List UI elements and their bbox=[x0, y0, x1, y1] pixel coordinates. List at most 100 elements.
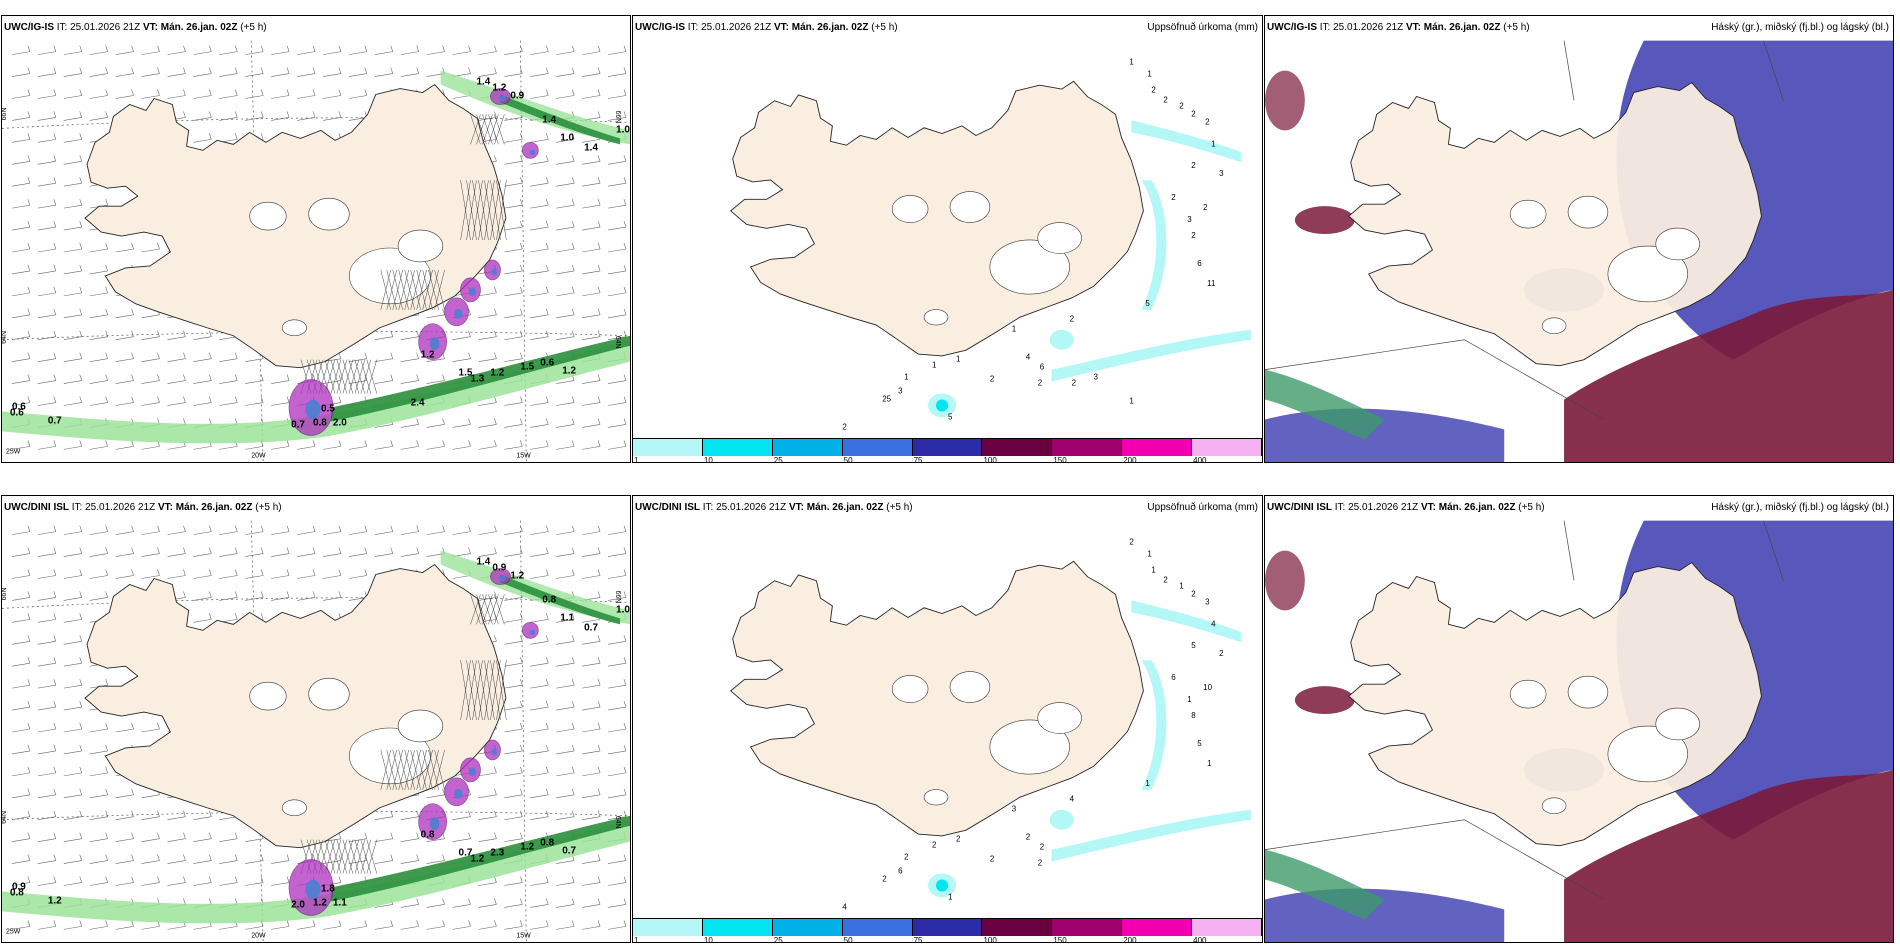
wind-barb bbox=[167, 547, 186, 557]
contour-labels: 1.40.91.20.81.01.10.70.81.80.91.20.82.0 1… bbox=[10, 557, 630, 911]
wind-barb bbox=[63, 199, 83, 209]
wind-barb bbox=[426, 418, 445, 428]
glacier bbox=[949, 191, 991, 223]
wind-barb bbox=[608, 396, 627, 406]
wind-barb bbox=[193, 396, 212, 406]
wind-barb bbox=[11, 199, 31, 209]
wind-barb bbox=[141, 89, 160, 99]
glacier bbox=[989, 719, 1070, 775]
glacier bbox=[891, 195, 929, 223]
legend-swatch bbox=[1052, 919, 1123, 936]
legend-tick: 200 bbox=[1123, 456, 1137, 463]
panel-header: UWC/DINI ISL IT: 25.01.2026 21Z VT: Mán.… bbox=[635, 502, 1258, 516]
wind-barb bbox=[452, 832, 471, 842]
mid-cloud-area bbox=[1564, 289, 1893, 462]
wind-barb bbox=[608, 635, 627, 645]
contour-label: 1.0 bbox=[616, 604, 630, 615]
contour-label: 0.9 bbox=[510, 90, 524, 101]
cloud-map bbox=[1265, 40, 1893, 462]
wind-barb bbox=[530, 199, 549, 209]
wind-barb bbox=[608, 264, 627, 275]
wind-barb bbox=[556, 679, 575, 689]
wind-barb bbox=[37, 111, 57, 121]
wind-barb bbox=[63, 352, 83, 362]
legend-tick: 100 bbox=[983, 936, 997, 943]
wind-barb bbox=[608, 199, 627, 209]
wind-barb bbox=[11, 221, 31, 231]
wind-barb bbox=[582, 701, 601, 711]
hatch-area bbox=[470, 594, 505, 625]
wind-barb bbox=[37, 199, 57, 209]
mid-cloud-area bbox=[1294, 686, 1355, 715]
wind-barb bbox=[348, 525, 368, 535]
wind-barb bbox=[63, 286, 83, 297]
wind-barb bbox=[115, 440, 134, 450]
wind-barb bbox=[11, 67, 31, 77]
wind-barb bbox=[219, 832, 238, 842]
lon-label: 15W bbox=[516, 932, 531, 939]
precip-label: 2 bbox=[904, 853, 909, 862]
wind-barb bbox=[582, 920, 601, 930]
contour-label: 0.8 bbox=[542, 594, 556, 605]
wind-barb bbox=[608, 876, 627, 886]
longitude-line bbox=[250, 40, 264, 462]
wind-barb bbox=[271, 547, 290, 557]
wind-barb bbox=[63, 45, 83, 55]
precip-legend: 1 10 25 50 75 100 150 200 400 bbox=[633, 918, 1262, 942]
wind-barb bbox=[37, 920, 57, 930]
wind-barb bbox=[37, 591, 57, 601]
wind-barb bbox=[556, 876, 575, 886]
wind-barb bbox=[374, 45, 394, 55]
legend-tick: 150 bbox=[1053, 936, 1067, 943]
contour-label: 1.2 bbox=[421, 350, 435, 361]
contour-label: 1.2 bbox=[562, 366, 576, 377]
wind-barb bbox=[115, 832, 134, 842]
wind-barb bbox=[63, 657, 83, 667]
wind-barb bbox=[115, 569, 134, 579]
legend-swatch bbox=[912, 919, 983, 936]
wind-barb bbox=[271, 89, 290, 99]
wind-barb bbox=[348, 67, 368, 77]
wind-barb bbox=[115, 89, 134, 99]
contour-label: 1.0 bbox=[560, 132, 574, 143]
wind-barb bbox=[11, 744, 31, 755]
wind-barb bbox=[478, 766, 497, 777]
precip-core bbox=[498, 95, 506, 102]
wind-barb bbox=[322, 440, 342, 450]
wind-barb bbox=[141, 722, 160, 733]
wind-barb bbox=[193, 352, 212, 362]
wind-barb bbox=[608, 45, 627, 55]
wind-barb bbox=[582, 221, 601, 231]
contour-label: 0.7 bbox=[584, 622, 598, 633]
precip-core bbox=[454, 308, 463, 319]
precip-label: 2 bbox=[1026, 833, 1031, 842]
wind-barb bbox=[504, 45, 523, 55]
wind-barb bbox=[556, 722, 575, 733]
precip-label: 3 bbox=[1205, 597, 1210, 606]
wind-barb bbox=[426, 920, 445, 930]
legend-tick: 75 bbox=[913, 456, 923, 463]
mid-cloud-area bbox=[1265, 550, 1305, 611]
wind-barb bbox=[115, 330, 134, 341]
precip-label: 2 bbox=[1072, 379, 1077, 388]
wind-barb bbox=[271, 920, 290, 930]
precip-band bbox=[1051, 809, 1252, 862]
contour-label: 0.8 bbox=[313, 417, 327, 428]
wind-barb bbox=[63, 744, 83, 755]
wind-barb bbox=[582, 788, 601, 799]
glacier bbox=[1509, 199, 1547, 229]
wind-barb bbox=[219, 396, 238, 406]
wind-barb bbox=[556, 155, 575, 165]
wind-map: 1.41.20.91.41.01.01.41.20.50.60.70.60.7 0… bbox=[2, 40, 630, 462]
precip-label: 2 bbox=[990, 855, 995, 864]
wind-barb bbox=[219, 111, 238, 121]
init-time: 25.01.2026 21Z bbox=[701, 22, 772, 33]
wind-barb bbox=[193, 810, 212, 821]
wind-barb bbox=[141, 525, 160, 535]
wind-barb bbox=[167, 569, 186, 579]
precip-area bbox=[936, 879, 948, 892]
wind-barb bbox=[374, 547, 394, 557]
wind-barb bbox=[400, 374, 419, 384]
wind-barb bbox=[608, 177, 627, 187]
wind-band-strong bbox=[500, 94, 621, 145]
